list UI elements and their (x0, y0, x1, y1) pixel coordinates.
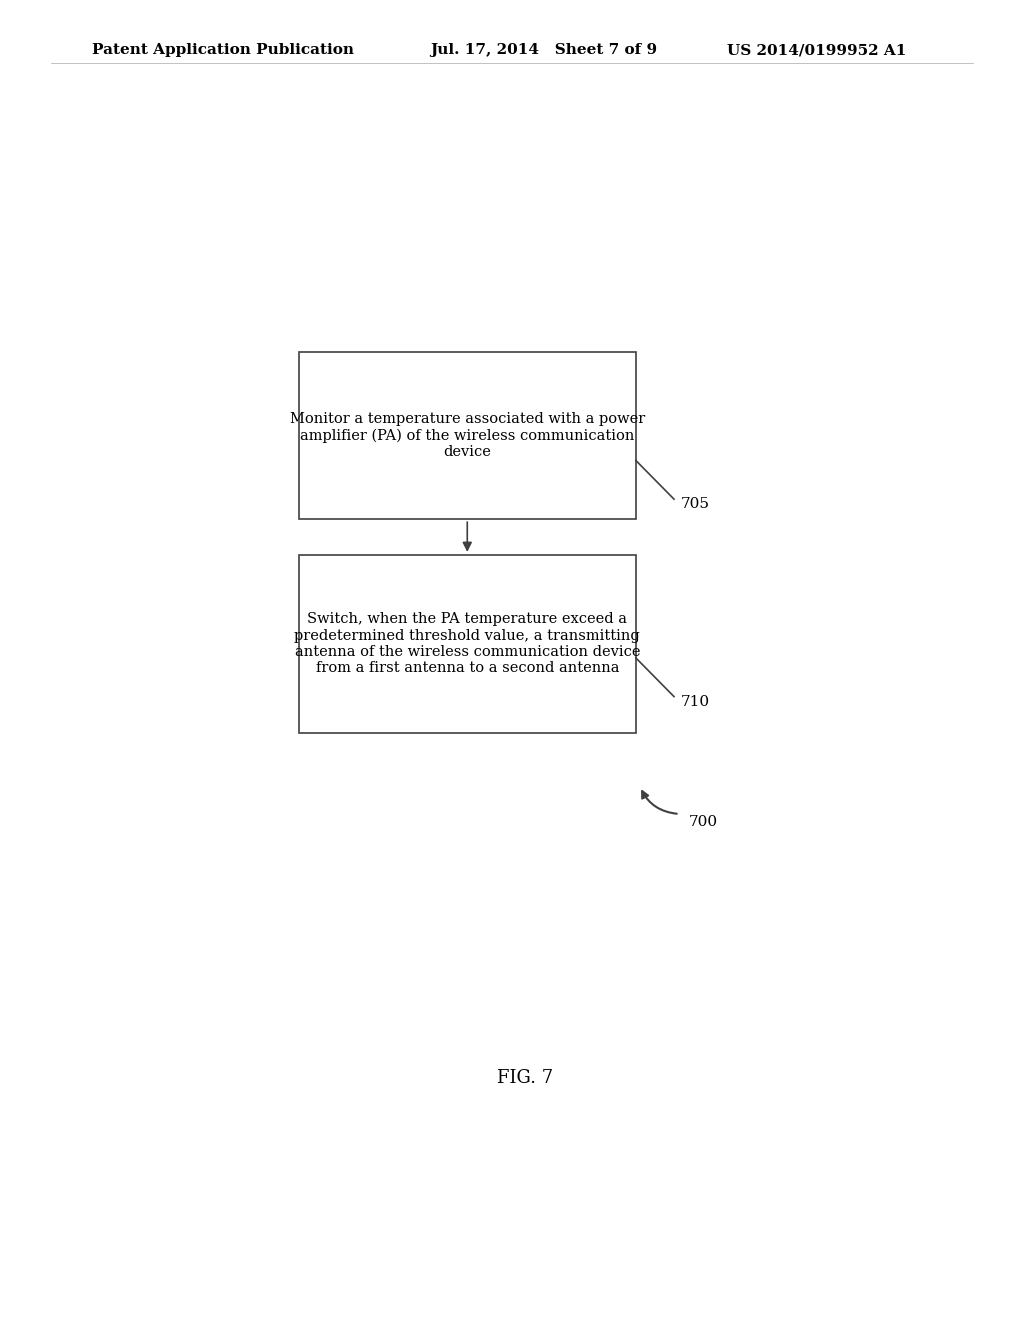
Text: FIG. 7: FIG. 7 (497, 1069, 553, 1088)
Text: Jul. 17, 2014   Sheet 7 of 9: Jul. 17, 2014 Sheet 7 of 9 (430, 44, 657, 57)
Text: 705: 705 (680, 498, 710, 511)
Text: Switch, when the PA temperature exceed a
predetermined threshold value, a transm: Switch, when the PA temperature exceed a… (294, 612, 640, 675)
FancyBboxPatch shape (299, 554, 636, 733)
Text: 710: 710 (680, 694, 710, 709)
Text: US 2014/0199952 A1: US 2014/0199952 A1 (727, 44, 906, 57)
Text: Patent Application Publication: Patent Application Publication (92, 44, 354, 57)
Text: 700: 700 (689, 816, 718, 829)
Text: Monitor a temperature associated with a power
amplifier (PA) of the wireless com: Monitor a temperature associated with a … (290, 412, 645, 459)
FancyBboxPatch shape (299, 351, 636, 519)
